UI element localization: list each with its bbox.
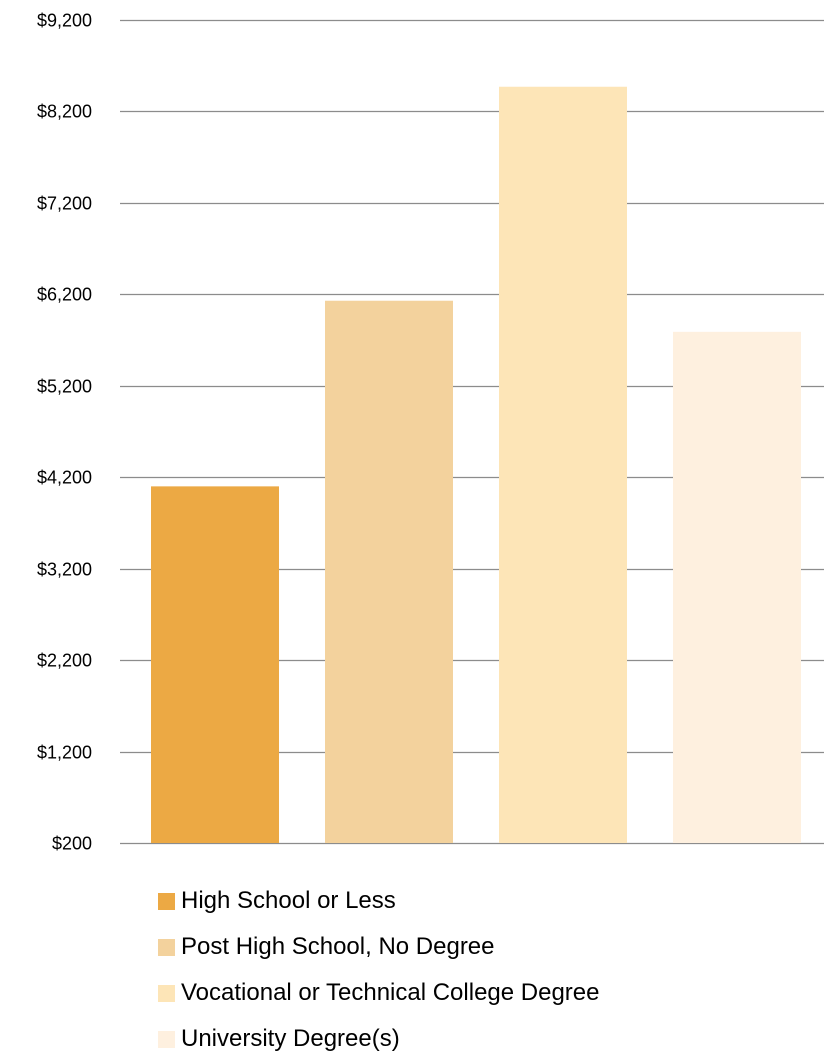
bar-post-high-school-no-degree <box>325 300 453 843</box>
legend-item-post-high-school-no-degree: Post High School, No Degree <box>158 924 600 970</box>
legend-item-high-school-or-less: High School or Less <box>158 878 600 924</box>
y-tick-label: $6,200 <box>37 285 92 305</box>
legend-swatch-post-high-school-no-degree <box>158 938 175 956</box>
y-tick-label: $3,200 <box>37 560 92 580</box>
legend-swatch-university-degrees <box>158 1030 175 1048</box>
y-tick-label: $8,200 <box>37 102 92 122</box>
legend-label: University Degree(s) <box>181 1025 400 1052</box>
legend-label: Post High School, No Degree <box>181 933 495 960</box>
legend-swatch-vocational-or-technical-college-degree <box>158 984 175 1002</box>
legend-item-university-degrees: University Degree(s) <box>158 1016 600 1062</box>
legend-item-vocational-or-technical-college-degree: Vocational or Technical College Degree <box>158 970 600 1016</box>
y-tick-label: $200 <box>52 834 92 854</box>
bar-vocational-or-technical-college-degree <box>499 86 627 843</box>
y-tick-label: $5,200 <box>37 377 92 397</box>
legend-label: Vocational or Technical College Degree <box>181 979 600 1006</box>
bar-university-degree-s <box>673 331 801 843</box>
y-tick-label: $9,200 <box>37 11 92 31</box>
legend-swatch-high-school-or-less <box>158 892 175 910</box>
legend: High School or Less Post High School, No… <box>158 878 600 1062</box>
y-tick-label: $7,200 <box>37 194 92 214</box>
y-axis-tick-labels: $200 $1,200 $2,200 $3,200 $4,200 $5,200 $6,200… <box>37 11 92 854</box>
legend-label: High School or Less <box>181 887 396 914</box>
y-tick-label: $2,200 <box>37 651 92 671</box>
bars <box>151 86 801 843</box>
y-tick-label: $4,200 <box>37 468 92 488</box>
bar-high-school-or-less <box>151 486 279 843</box>
y-tick-label: $1,200 <box>37 743 92 763</box>
